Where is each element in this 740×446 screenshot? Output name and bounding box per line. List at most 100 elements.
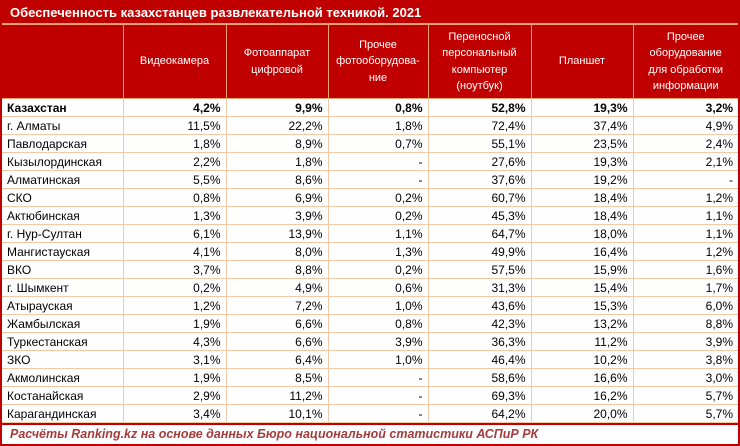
value-cell: 2,2%	[122, 152, 227, 171]
value-cell: 22,2%	[225, 116, 329, 135]
value-cell: 42,3%	[427, 314, 532, 333]
value-cell: 1,0%	[327, 296, 429, 315]
value-cell: 10,1%	[225, 404, 329, 423]
region-cell: Кызылординская	[2, 152, 124, 171]
value-cell: 0,2%	[327, 206, 429, 225]
value-cell: 8,9%	[225, 134, 329, 153]
value-cell: 20,0%	[530, 404, 634, 423]
value-cell: -	[327, 404, 429, 423]
table-row: Атырауская 1,2% 7,2% 1,0% 43,6% 15,3% 6,0%	[2, 296, 738, 315]
value-cell: 8,8%	[225, 260, 329, 279]
table-row: Актюбинская 1,3% 3,9% 0,2% 45,3% 18,4% 1,1%	[2, 206, 738, 225]
region-cell: Туркестанская	[2, 332, 124, 351]
table-row: СКО 0,8% 6,9% 0,2% 60,7% 18,4% 1,2%	[2, 188, 738, 207]
value-cell: 18,4%	[530, 206, 634, 225]
region-cell: Казахстан	[2, 98, 124, 117]
value-cell: 31,3%	[427, 278, 532, 297]
value-cell: 45,3%	[427, 206, 532, 225]
header-tablet: Планшет	[530, 24, 634, 99]
table-row: Костанайская 2,9% 11,2% -69,3% 16,2% 5,7%	[2, 386, 738, 405]
table-row: г. Нур-Султан 6,1% 13,9% 1,1% 64,7% 18,0% 1,1%	[2, 224, 738, 243]
value-cell: 6,6%	[225, 332, 329, 351]
table-row: Мангистауская 4,1% 8,0% 1,3% 49,9% 16,4% 1,2%	[2, 242, 738, 261]
header-region-blank	[2, 24, 124, 99]
region-cell: Карагандинская	[2, 404, 124, 423]
region-cell: Жамбылская	[2, 314, 124, 333]
region-cell: г. Нур-Султан	[2, 224, 124, 243]
value-cell: 1,6%	[632, 260, 738, 279]
value-cell: 27,6%	[427, 152, 532, 171]
table-row: Алматинская 5,5% 8,6% -37,6% 19,2% -	[2, 170, 738, 189]
region-cell: Мангистауская	[2, 242, 124, 261]
header-videocamera: Видеокамера	[122, 24, 227, 99]
value-cell: 36,3%	[427, 332, 532, 351]
value-cell: 18,4%	[530, 188, 634, 207]
value-cell: 9,9%	[225, 98, 329, 117]
header-other-photo-equipment: Прочее фотооборудова- ние	[327, 24, 429, 99]
table-row: г. Алматы 11,5% 22,2% 1,8% 72,4% 37,4% 4,9%	[2, 116, 738, 135]
value-cell: 16,4%	[530, 242, 634, 261]
value-cell: 52,8%	[427, 98, 532, 117]
value-cell: 37,6%	[427, 170, 532, 189]
value-cell: 1,9%	[122, 368, 227, 387]
value-cell: 3,2%	[632, 98, 738, 117]
value-cell: 2,4%	[632, 134, 738, 153]
value-cell: 1,2%	[122, 296, 227, 315]
value-cell: 4,2%	[122, 98, 227, 117]
region-cell: Актюбинская	[2, 206, 124, 225]
value-cell: 4,9%	[632, 116, 738, 135]
value-cell: 2,1%	[632, 152, 738, 171]
value-cell: 19,2%	[530, 170, 634, 189]
value-cell: 6,9%	[225, 188, 329, 207]
value-cell: 37,4%	[530, 116, 634, 135]
value-cell: 0,8%	[327, 314, 429, 333]
value-cell: 6,1%	[122, 224, 227, 243]
value-cell: 6,6%	[225, 314, 329, 333]
value-cell: 1,7%	[632, 278, 738, 297]
value-cell: 7,2%	[225, 296, 329, 315]
region-cell: ЗКО	[2, 350, 124, 369]
region-cell: Алматинская	[2, 170, 124, 189]
value-cell: 57,5%	[427, 260, 532, 279]
value-cell: -	[632, 170, 738, 189]
value-cell: 46,4%	[427, 350, 532, 369]
value-cell: 13,9%	[225, 224, 329, 243]
value-cell: 69,3%	[427, 386, 532, 405]
value-cell: 72,4%	[427, 116, 532, 135]
value-cell: 4,9%	[225, 278, 329, 297]
value-cell: 8,5%	[225, 368, 329, 387]
value-cell: 55,1%	[427, 134, 532, 153]
value-cell: 4,3%	[122, 332, 227, 351]
value-cell: 1,2%	[632, 188, 738, 207]
value-cell: 8,8%	[632, 314, 738, 333]
table-row: Павлодарская 1,8% 8,9% 0,7% 55,1% 23,5% 2,4%	[2, 134, 738, 153]
value-cell: 64,2%	[427, 404, 532, 423]
value-cell: 13,2%	[530, 314, 634, 333]
value-cell: 16,2%	[530, 386, 634, 405]
table-row: Туркестанская 4,3% 6,6% 3,9% 36,3% 11,2% 3,9%	[2, 332, 738, 351]
table-row: Жамбылская 1,9% 6,6% 0,8% 42,3% 13,2% 8,8%	[2, 314, 738, 333]
value-cell: 11,2%	[225, 386, 329, 405]
value-cell: 18,0%	[530, 224, 634, 243]
table-title: Обеспеченность казахстанцев развлекатель…	[2, 2, 738, 24]
value-cell: 3,9%	[632, 332, 738, 351]
value-cell: 3,0%	[632, 368, 738, 387]
value-cell: 3,4%	[122, 404, 227, 423]
value-cell: 8,0%	[225, 242, 329, 261]
value-cell: 3,9%	[327, 332, 429, 351]
value-cell: -	[327, 386, 429, 405]
region-cell: Атырауская	[2, 296, 124, 315]
header-other-info-equipment: Прочее оборудование для обработки информ…	[632, 24, 738, 99]
value-cell: 3,7%	[122, 260, 227, 279]
value-cell: 11,5%	[122, 116, 227, 135]
value-cell: 0,2%	[327, 188, 429, 207]
value-cell: 6,4%	[225, 350, 329, 369]
value-cell: 58,6%	[427, 368, 532, 387]
value-cell: 0,2%	[122, 278, 227, 297]
value-cell: 3,1%	[122, 350, 227, 369]
region-cell: ВКО	[2, 260, 124, 279]
value-cell: 16,6%	[530, 368, 634, 387]
value-cell: 3,8%	[632, 350, 738, 369]
table-row: Казахстан 4,2% 9,9% 0,8% 52,8% 19,3% 3,2%	[2, 98, 738, 117]
table-row: Карагандинская 3,4% 10,1% -64,2% 20,0% 5,7%	[2, 404, 738, 423]
